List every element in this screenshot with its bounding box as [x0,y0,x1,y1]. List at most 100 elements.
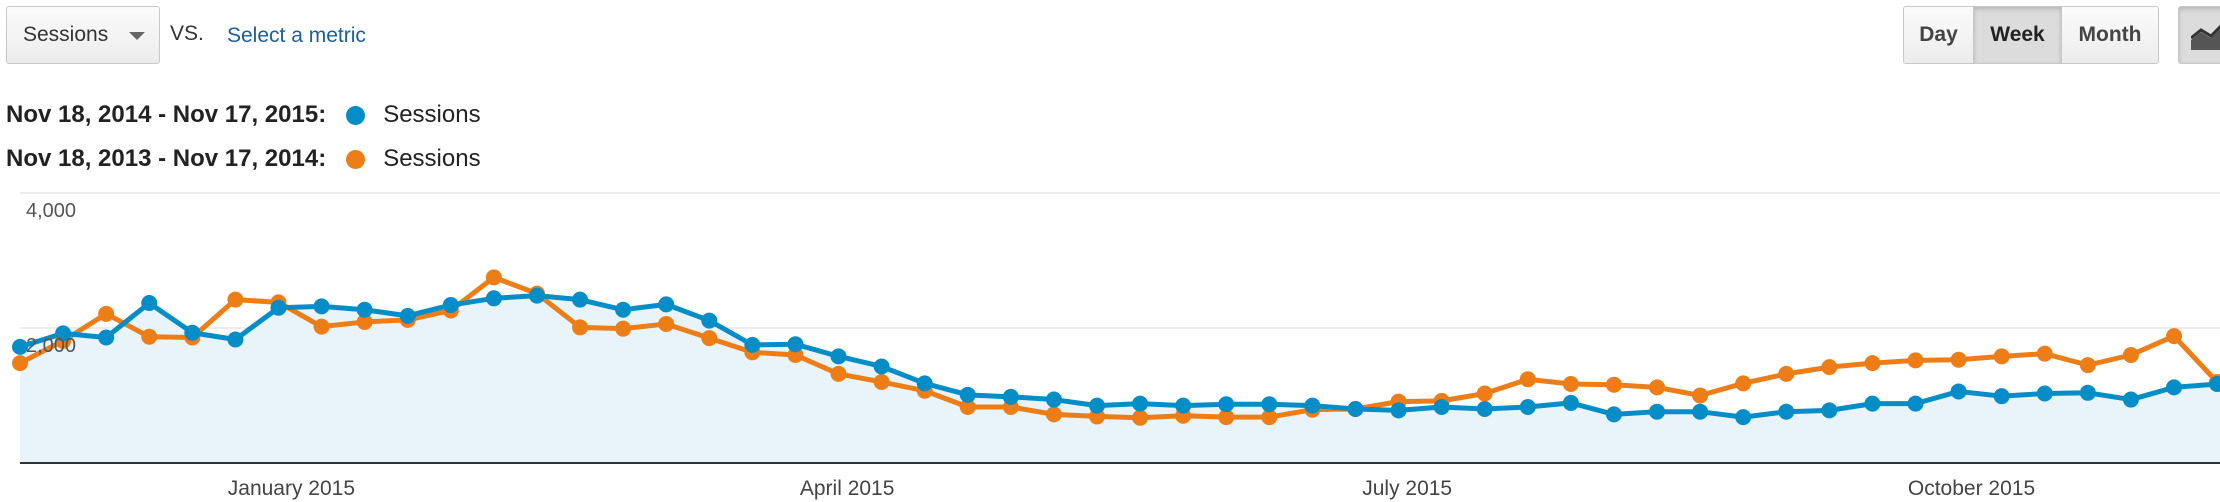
data-point [1735,409,1752,426]
data-point [356,313,373,330]
data-point [12,338,28,355]
data-point [873,374,890,390]
data-point [1778,403,1795,420]
data-point [1562,394,1579,411]
data-point [2079,357,2096,374]
data-point [1218,396,1235,413]
select-metric-link[interactable]: Select a metric [227,24,366,47]
data-point [313,298,330,315]
data-point [916,375,933,392]
data-point [1045,391,1062,408]
data-point [2036,345,2053,362]
x-tick-label: July 2015 [1362,477,1452,500]
data-point [98,305,115,322]
data-point [1605,376,1622,393]
data-point [485,290,502,307]
data-point [1993,348,2010,365]
data-point [485,269,502,286]
data-point [2079,384,2096,401]
data-point [572,319,589,336]
data-point [959,386,976,403]
data-point [2122,391,2139,408]
data-point [1864,395,1881,412]
sessions-line-chart: 4,000 2,000 January 2015 April 2015 July 201… [12,192,2220,500]
data-point [1089,397,1105,414]
data-point [1519,371,1536,388]
data-point [313,318,330,335]
data-point [1261,409,1278,426]
data-point [1993,388,2010,405]
data-point [1390,402,1407,419]
x-tick-label: October 2015 [1908,477,2035,500]
data-point [141,295,158,312]
data-point [701,312,718,329]
data-point [55,325,72,342]
month-button[interactable]: Month [2062,7,2158,63]
data-point [1519,398,1536,415]
data-point [2122,347,2139,363]
metric-dropdown-label: Sessions [23,23,109,46]
series-line-previous [18,274,2219,421]
data-point [1132,395,1149,412]
data-point [1347,401,1364,417]
data-point [1605,406,1622,423]
data-point [1950,383,1967,400]
data-point [356,301,373,318]
data-point [1218,409,1235,426]
data-point [572,291,589,308]
data-point [2166,379,2182,396]
data-point [12,355,28,372]
data-point [873,358,890,375]
chart-type-button[interactable] [2178,6,2220,64]
data-point [1045,406,1062,423]
data-point [1304,397,1321,414]
chevron-down-icon [129,32,145,40]
data-point [1562,376,1579,393]
vs-label: VS. [170,22,204,45]
data-point [1002,388,1019,405]
data-point [2036,385,2053,402]
data-point [1692,403,1709,420]
legend-date-range: Nov 18, 2013 - Nov 17, 2014: [6,145,327,172]
x-tick-label: January 2015 [228,477,355,500]
data-point [1476,401,1493,417]
granularity-toggle: Day Week Month [1903,6,2159,64]
data-point [227,291,244,308]
data-point [442,297,459,314]
data-point [2166,328,2182,345]
data-point [141,328,158,345]
data-point [1692,387,1709,404]
data-point [270,299,287,316]
data-point [1907,395,1924,412]
day-button[interactable]: Day [1904,7,1974,63]
data-point [1649,379,1666,396]
data-point [959,398,976,415]
legend-previous-period: Nov 18, 2013 - Nov 17, 2014: Sessions [6,144,481,174]
y-tick-label: 4,000 [26,200,76,222]
x-tick-label: April 2015 [800,477,895,500]
data-point [701,330,718,347]
data-point [615,301,632,318]
data-point [1261,396,1278,413]
data-point [830,348,847,365]
legend-current-period: Nov 18, 2014 - Nov 17, 2015: Sessions [6,100,481,130]
legend-date-range: Nov 18, 2014 - Nov 17, 2015: [6,101,327,128]
legend-marker [346,105,366,125]
line-chart-icon [2191,24,2220,50]
metric-dropdown[interactable]: Sessions [6,6,160,64]
data-point [1821,359,1838,376]
data-point [1433,398,1450,415]
data-point [1864,355,1881,372]
week-button[interactable]: Week [1974,7,2062,63]
data-point [1821,402,1838,419]
series-area-current [20,295,2220,463]
data-point [528,287,545,304]
data-point [787,336,804,353]
data-point [184,324,201,341]
data-point [1778,365,1795,382]
legend-series-name: Sessions [383,101,481,128]
data-point [1175,397,1192,414]
data-point [615,320,632,337]
data-point [1950,351,1967,368]
legend-series-name: Sessions [383,145,481,172]
